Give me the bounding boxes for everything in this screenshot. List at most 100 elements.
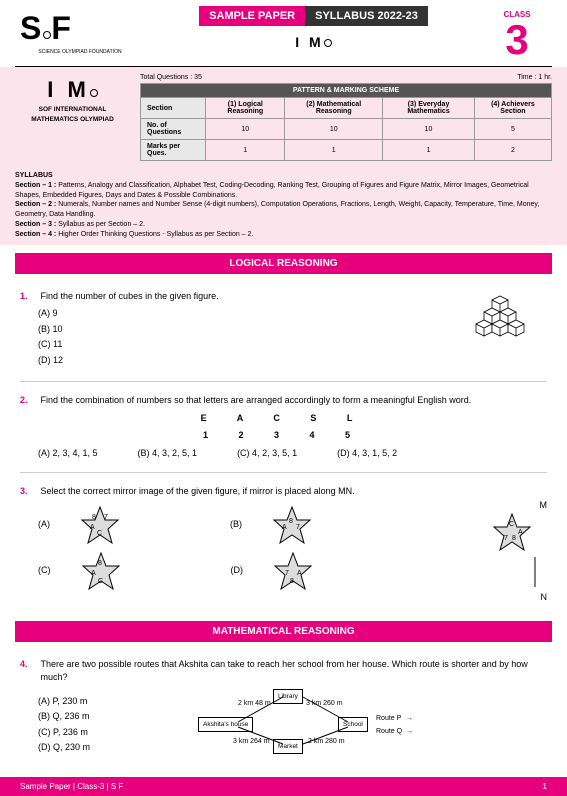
sample-banner: SAMPLE PAPERSYLLABUS 2022-23 (199, 10, 428, 22)
math-reasoning-banner: MATHEMATICAL REASONING (15, 621, 552, 642)
sof-text: SF (20, 10, 140, 47)
dist-4: 2 km 280 m (308, 737, 345, 748)
option-c: (C) P, 236 m (38, 726, 198, 740)
sof-subtitle: SCIENCE OLYMPIAD FOUNDATION (20, 49, 140, 55)
option-b-label: (B) (230, 518, 242, 532)
letter-row: E A C S L (20, 412, 547, 426)
info-right: Total Questions : 35 Time : 1 hr. PATTER… (130, 72, 552, 161)
imo-logo-box: I M SOF INTERNATIONAL MATHEMATICS OLYMPI… (15, 72, 130, 161)
svg-text:7: 7 (296, 524, 300, 531)
class-box: CLASS 3 (487, 10, 547, 61)
dist-3: 3 km 264 m (233, 737, 270, 748)
q-text: Find the combination of numbers so that … (41, 394, 531, 408)
n-label: N (477, 591, 547, 605)
sample-paper-label: SAMPLE PAPER (199, 6, 305, 26)
question-2: 2. Find the combination of numbers so th… (0, 386, 567, 468)
svg-text:7: 7 (104, 514, 108, 521)
svg-text:8: 8 (92, 514, 96, 521)
bulb-icon (90, 89, 98, 97)
option-d: (D) Q, 230 m (38, 741, 198, 755)
svg-text:8: 8 (512, 535, 516, 542)
imo-small-logo: I M (140, 34, 487, 50)
option-a: (A) P, 230 m (38, 695, 198, 709)
star-figure-d: 7A8 (273, 551, 313, 591)
pattern-header: PATTERN & MARKING SCHEME (141, 84, 552, 98)
option-d-label: (D) (231, 564, 244, 578)
svg-text:A: A (282, 524, 287, 531)
question-4: 4. There are two possible routes that Ak… (0, 650, 567, 767)
info-section: I M SOF INTERNATIONAL MATHEMATICS OLYMPI… (0, 67, 567, 166)
total-questions: Total Questions : 35 (140, 74, 202, 81)
q-number: 2. (20, 394, 38, 408)
options: (A) 2, 3, 4, 1, 5 (B) 4, 3, 2, 5, 1 (C) … (38, 447, 547, 461)
cubes-icon (457, 290, 537, 350)
sof-logo: SF SCIENCE OLYMPIAD FOUNDATION (20, 10, 140, 55)
imo-title-1: SOF INTERNATIONAL (20, 106, 125, 113)
footer-page: 1 (543, 782, 547, 791)
option-a: (A) 9 (38, 307, 457, 321)
option-d: (D) 4, 3, 1, 5, 2 (337, 447, 397, 461)
options: (A) 9 (B) 10 (C) 11 (D) 12 (38, 307, 457, 367)
star-figure-a: 87CA (80, 505, 120, 545)
dist-2: 3 km 260 m (306, 699, 343, 710)
svg-text:A: A (518, 529, 523, 536)
option-c-label: (C) (38, 564, 51, 578)
cube-figure (457, 290, 547, 370)
svg-text:8: 8 (289, 518, 293, 525)
svg-text:8: 8 (98, 560, 102, 567)
option-row-2: (C) 8AC (D) 7A8 (38, 551, 477, 591)
question-1: 1. Find the number of cubes in the given… (0, 282, 567, 378)
route-q: Route Q (376, 727, 402, 738)
time-limit: Time : 1 hr. (517, 74, 552, 81)
question-3: 3. Select the correct mirror image of th… (0, 477, 567, 613)
option-c: (C) 11 (38, 338, 457, 352)
option-b: (B) Q, 236 m (38, 710, 198, 724)
pattern-table: PATTERN & MARKING SCHEME Section (1) Log… (140, 83, 552, 161)
divider (20, 472, 547, 473)
m-label: M (477, 499, 547, 513)
syllabus-block: SYLLABUS Section – 1 : Patterns, Analogy… (0, 166, 567, 245)
table-header-row: Section (1) Logical Reasoning (2) Mathem… (141, 98, 552, 119)
q-number: 1. (20, 290, 38, 304)
option-a: (A) 2, 3, 4, 1, 5 (38, 447, 98, 461)
dist-1: 2 km 48 m (238, 699, 271, 710)
svg-text:8: 8 (290, 578, 294, 585)
logical-reasoning-banner: LOGICAL REASONING (15, 253, 552, 274)
footer: Sample Paper | Class-3 | S F 1 (0, 777, 567, 796)
option-a-label: (A) (38, 518, 50, 532)
arrow-icon: → (406, 727, 413, 738)
meta-row: Total Questions : 35 Time : 1 hr. (140, 72, 552, 83)
options: (A) P, 230 m (B) Q, 236 m (C) P, 236 m (… (38, 693, 198, 759)
bulb-icon (324, 39, 332, 47)
table-row: No. of Questions 10 10 10 5 (141, 119, 552, 140)
class-number: 3 (487, 19, 547, 61)
divider (20, 381, 547, 382)
footer-left: Sample Paper | Class-3 | S F (20, 782, 123, 791)
bulb-icon (43, 31, 51, 39)
svg-text:C: C (98, 578, 103, 585)
option-b: (B) 4, 3, 2, 5, 1 (138, 447, 198, 461)
syllabus-year: SYLLABUS 2022-23 (305, 6, 428, 26)
q-number: 3. (20, 485, 38, 499)
imo-title-2: MATHEMATICS OLYMPIAD (20, 116, 125, 123)
q-text: Find the number of cubes in the given fi… (41, 290, 441, 304)
q-number: 4. (20, 658, 38, 672)
imo-big-text: I M (20, 77, 125, 103)
number-row: 1 2 3 4 5 (20, 429, 547, 443)
star-figure-c: 8AC (81, 551, 121, 591)
header: SF SCIENCE OLYMPIAD FOUNDATION SAMPLE PA… (0, 0, 567, 66)
option-row-1: (A) 87CA (B) A87 (38, 505, 477, 545)
original-figure: M C78A N (477, 499, 547, 605)
table-row: Marks per Ques. 1 1 1 2 (141, 140, 552, 161)
syllabus-heading: SYLLABUS (15, 172, 53, 179)
svg-text:7: 7 (504, 535, 508, 542)
option-c: (C) 4, 2, 3, 5, 1 (237, 447, 297, 461)
mirror-line (487, 557, 537, 587)
option-d: (D) 12 (38, 354, 457, 368)
svg-text:C: C (509, 521, 514, 528)
option-b: (B) 10 (38, 323, 457, 337)
svg-text:C: C (97, 530, 102, 537)
svg-text:A: A (91, 570, 96, 577)
route-diagram: Akshita's house Library Market School 2 … (198, 689, 418, 759)
svg-text:7: 7 (285, 570, 289, 577)
